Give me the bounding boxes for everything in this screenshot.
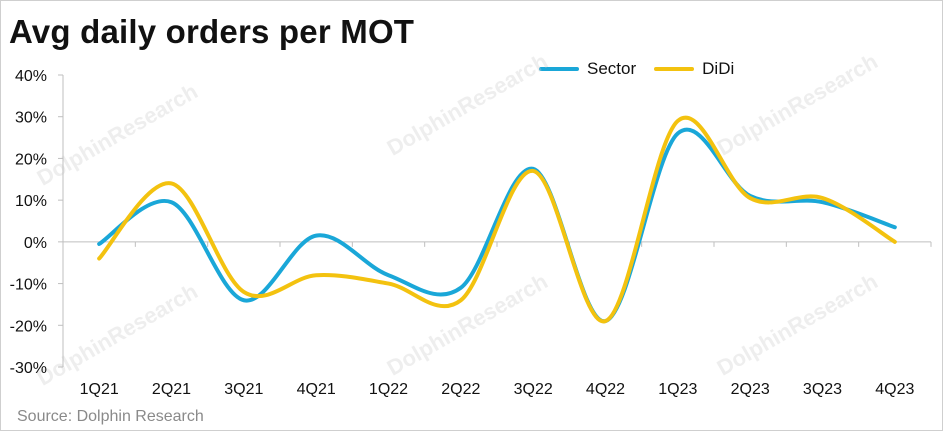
data-point-didi bbox=[821, 196, 825, 200]
data-point-sector bbox=[242, 298, 246, 302]
x-tick-label: 4Q23 bbox=[875, 381, 914, 398]
data-point-didi bbox=[459, 298, 463, 302]
y-tick-label: 30% bbox=[15, 110, 47, 127]
x-tick-label: 1Q22 bbox=[369, 381, 408, 398]
y-tick-label: 40% bbox=[15, 68, 47, 85]
series-line-didi bbox=[97, 115, 897, 324]
watermark-text: DolphinResearch bbox=[713, 268, 882, 380]
x-tick-label: 3Q23 bbox=[803, 381, 842, 398]
legend: Sector DiDi bbox=[539, 59, 734, 79]
y-tick-label: 0% bbox=[24, 235, 47, 252]
watermark-text: DolphinResearch bbox=[33, 78, 202, 190]
data-point-sector bbox=[821, 200, 825, 204]
data-point-didi bbox=[97, 257, 101, 261]
data-point-sector bbox=[314, 234, 318, 238]
data-point-didi bbox=[170, 181, 174, 185]
data-point-sector bbox=[676, 131, 680, 135]
x-tick-label: 2Q22 bbox=[441, 381, 480, 398]
x-tick-label: 4Q22 bbox=[586, 381, 625, 398]
data-point-didi bbox=[531, 169, 535, 173]
legend-swatch-didi bbox=[654, 67, 695, 71]
y-tick-label: -20% bbox=[10, 318, 47, 335]
source-note: Source: Dolphin Research bbox=[17, 408, 204, 425]
data-point-didi bbox=[893, 240, 897, 244]
data-point-sector bbox=[893, 225, 897, 229]
legend-item-sector: Sector bbox=[539, 59, 636, 79]
data-point-didi bbox=[314, 273, 318, 277]
legend-item-didi: DiDi bbox=[654, 59, 734, 79]
x-tick-label: 1Q21 bbox=[80, 381, 119, 398]
data-point-sector bbox=[459, 286, 463, 290]
x-tick-label: 3Q21 bbox=[224, 381, 263, 398]
data-point-sector bbox=[97, 242, 101, 246]
y-tick-label: -30% bbox=[10, 360, 47, 377]
y-tick-label: -10% bbox=[10, 277, 47, 294]
watermark-text: DolphinResearch bbox=[33, 278, 202, 390]
y-tick-label: 10% bbox=[15, 193, 47, 210]
watermark-text: DolphinResearch bbox=[383, 48, 552, 160]
x-tick-label: 4Q21 bbox=[297, 381, 336, 398]
data-point-didi bbox=[676, 119, 680, 123]
data-point-didi bbox=[604, 319, 608, 323]
data-point-didi bbox=[242, 290, 246, 294]
legend-swatch-sector bbox=[539, 67, 579, 71]
data-point-didi bbox=[387, 282, 391, 286]
x-tick-label: 1Q23 bbox=[658, 381, 697, 398]
legend-label-sector: Sector bbox=[587, 59, 637, 78]
x-tick-label: 2Q23 bbox=[731, 381, 770, 398]
data-point-sector bbox=[170, 200, 174, 204]
legend-label-didi: DiDi bbox=[702, 59, 735, 78]
data-point-sector bbox=[387, 273, 391, 277]
data-point-didi bbox=[748, 196, 752, 200]
x-tick-label: 2Q21 bbox=[152, 381, 191, 398]
chart-title: Avg daily orders per MOT bbox=[9, 13, 415, 50]
x-tick-label: 3Q22 bbox=[514, 381, 553, 398]
y-tick-label: 20% bbox=[15, 151, 47, 168]
watermark-text: DolphinResearch bbox=[713, 48, 882, 160]
